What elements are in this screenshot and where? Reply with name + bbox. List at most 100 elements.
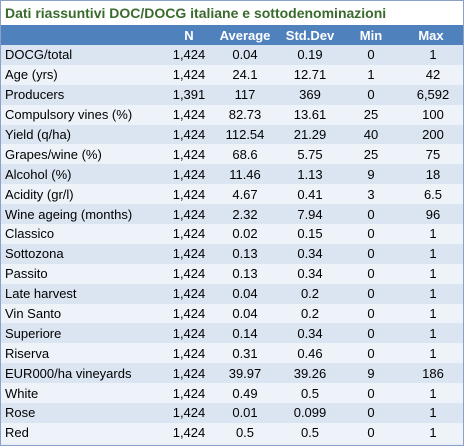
cell-average: 4.67 xyxy=(213,184,277,205)
cell-n: 1,424 xyxy=(141,403,213,423)
cell-min: 0 xyxy=(343,303,399,324)
cell-max: 1 xyxy=(399,224,463,244)
cell-min: 0 xyxy=(343,45,399,65)
row-label: Passito xyxy=(1,263,141,284)
cell-average: 117 xyxy=(213,84,277,105)
cell-max: 200 xyxy=(399,124,463,145)
table-row: Age (yrs) 1,424 24.1 12.71 1 42 xyxy=(1,64,463,85)
cell-max: 1 xyxy=(399,403,463,423)
cell-min: 0 xyxy=(343,383,399,404)
row-label: Classico xyxy=(1,224,141,244)
table-row: Rose 1,424 0.01 0.099 0 1 xyxy=(1,403,463,423)
cell-stddev: 0.2 xyxy=(277,303,343,324)
cell-max: 1 xyxy=(399,283,463,304)
cell-stddev: 7.94 xyxy=(277,204,343,225)
row-label: Red xyxy=(1,422,141,443)
cell-stddev: 0.41 xyxy=(277,184,343,205)
cell-average: 112.54 xyxy=(213,124,277,145)
cell-average: 0.04 xyxy=(213,45,277,65)
cell-max: 1 xyxy=(399,422,463,443)
cell-min: 0 xyxy=(343,243,399,264)
cell-max: 1 xyxy=(399,243,463,264)
cell-stddev: 1.13 xyxy=(277,164,343,185)
cell-n: 1,424 xyxy=(141,64,213,85)
cell-average: 11.46 xyxy=(213,164,277,185)
cell-n: 1,424 xyxy=(141,164,213,185)
cell-min: 0 xyxy=(343,403,399,423)
header-label xyxy=(1,25,141,45)
cell-n: 1,424 xyxy=(141,363,213,384)
cell-min: 1 xyxy=(343,64,399,85)
cell-n: 1,424 xyxy=(141,243,213,264)
table-row: Wine ageing (months) 1,424 2.32 7.94 0 96 xyxy=(1,204,463,225)
cell-min: 0 xyxy=(343,204,399,225)
table-title: Dati riassuntivi DOC/DOCG italiane e sot… xyxy=(1,1,463,25)
row-label: Yield (q/ha) xyxy=(1,124,141,145)
cell-min: 0 xyxy=(343,422,399,443)
table-row: Grapes/wine (%) 1,424 68.6 5.75 25 75 xyxy=(1,144,463,165)
cell-stddev: 5.75 xyxy=(277,144,343,165)
table-row: EUR000/ha vineyards 1,424 39.97 39.26 9 186 xyxy=(1,363,463,384)
cell-n: 1,424 xyxy=(141,204,213,225)
cell-average: 2.32 xyxy=(213,204,277,225)
cell-average: 39.97 xyxy=(213,363,277,384)
cell-average: 0.13 xyxy=(213,263,277,284)
cell-n: 1,391 xyxy=(141,84,213,105)
table-row: DOCG/total 1,424 0.04 0.19 0 1 xyxy=(1,45,463,65)
cell-average: 0.5 xyxy=(213,422,277,443)
table-body: DOCG/total 1,424 0.04 0.19 0 1 Age (yrs) 1,424 2… xyxy=(1,45,463,443)
cell-max: 6,592 xyxy=(399,84,463,105)
table-row: Compulsory vines (%) 1,424 82.73 13.61 25 100 xyxy=(1,104,463,125)
cell-min: 0 xyxy=(343,283,399,304)
table-row: Riserva 1,424 0.31 0.46 0 1 xyxy=(1,343,463,364)
cell-min: 0 xyxy=(343,343,399,364)
cell-n: 1,424 xyxy=(141,224,213,244)
cell-average: 0.04 xyxy=(213,283,277,304)
cell-stddev: 0.15 xyxy=(277,224,343,244)
table-row: Late harvest 1,424 0.04 0.2 0 1 xyxy=(1,283,463,304)
cell-max: 1 xyxy=(399,45,463,65)
cell-stddev: 0.2 xyxy=(277,283,343,304)
cell-max: 100 xyxy=(399,104,463,125)
table-row: Producers 1,391 117 369 0 6,592 xyxy=(1,84,463,105)
cell-stddev: 0.46 xyxy=(277,343,343,364)
cell-max: 75 xyxy=(399,144,463,165)
cell-average: 0.02 xyxy=(213,224,277,244)
cell-average: 0.13 xyxy=(213,243,277,264)
cell-max: 1 xyxy=(399,343,463,364)
cell-min: 0 xyxy=(343,224,399,244)
cell-average: 24.1 xyxy=(213,64,277,85)
cell-average: 82.73 xyxy=(213,104,277,125)
cell-stddev: 12.71 xyxy=(277,64,343,85)
row-label: DOCG/total xyxy=(1,45,141,65)
cell-stddev: 0.34 xyxy=(277,323,343,344)
cell-min: 3 xyxy=(343,184,399,205)
row-label: Compulsory vines (%) xyxy=(1,104,141,125)
cell-max: 42 xyxy=(399,64,463,85)
cell-n: 1,424 xyxy=(141,124,213,145)
cell-max: 1 xyxy=(399,263,463,284)
table-row: Superiore 1,424 0.14 0.34 0 1 xyxy=(1,323,463,344)
table-row: Alcohol (%) 1,424 11.46 1.13 9 18 xyxy=(1,164,463,185)
cell-n: 1,424 xyxy=(141,104,213,125)
row-label: Acidity (gr/l) xyxy=(1,184,141,205)
header-max: Max xyxy=(399,25,463,45)
row-label: White xyxy=(1,383,141,404)
cell-min: 0 xyxy=(343,263,399,284)
row-label: Sottozona xyxy=(1,243,141,264)
cell-n: 1,424 xyxy=(141,144,213,165)
cell-min: 0 xyxy=(343,323,399,344)
cell-min: 40 xyxy=(343,124,399,145)
cell-stddev: 39.26 xyxy=(277,363,343,384)
header-stddev: Std.Dev xyxy=(277,25,343,45)
cell-n: 1,424 xyxy=(141,303,213,324)
cell-max: 18 xyxy=(399,164,463,185)
cell-stddev: 21.29 xyxy=(277,124,343,145)
table-row: Acidity (gr/l) 1,424 4.67 0.41 3 6.5 xyxy=(1,184,463,205)
table-row: Classico 1,424 0.02 0.15 0 1 xyxy=(1,224,463,244)
row-label: Wine ageing (months) xyxy=(1,204,141,225)
header-average: Average xyxy=(213,25,277,45)
row-label: Vin Santo xyxy=(1,303,141,324)
row-label: Age (yrs) xyxy=(1,64,141,85)
